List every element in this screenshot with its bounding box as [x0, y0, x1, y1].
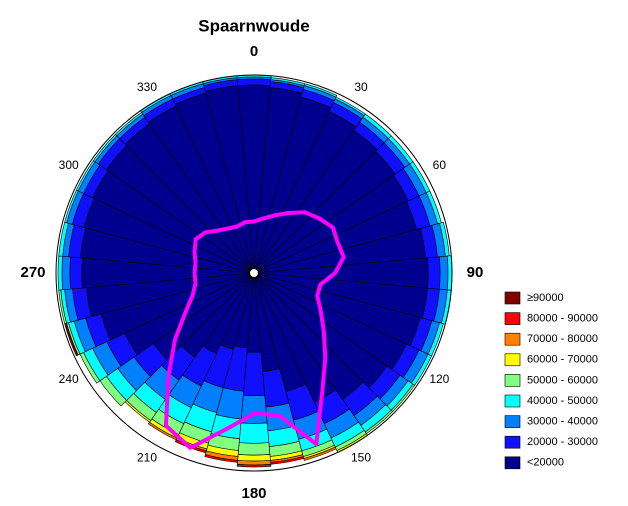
sector-segment: [69, 256, 83, 290]
legend-label: 60000 - 70000: [527, 354, 598, 366]
sector-segment: [303, 83, 338, 98]
angle-tick-label: 0: [250, 43, 258, 60]
legend-swatch: [504, 353, 521, 367]
angle-tick-label: 90: [467, 264, 484, 281]
legend-label: 40000 - 50000: [527, 395, 598, 407]
legend-label: 50000 - 60000: [527, 374, 598, 386]
angle-tick-label: 240: [59, 372, 79, 386]
sector-segment: [237, 442, 271, 456]
sector-segment: [236, 78, 272, 86]
angle-tick-label: 180: [241, 485, 266, 502]
sector-segment: [147, 421, 178, 441]
legend-label: ≥90000: [527, 292, 564, 304]
chart-title: Spaarnwoude: [198, 16, 309, 35]
sector-segment: [427, 256, 441, 290]
angle-tick-label: 120: [429, 372, 449, 386]
legend-swatch: [504, 415, 521, 428]
legend-swatch: [504, 312, 521, 325]
legend-swatch: [504, 332, 521, 346]
center-dot: [248, 267, 260, 279]
angle-tick-label: 300: [59, 158, 79, 172]
legend-swatch: [504, 456, 521, 470]
outer-circle: [55, 74, 453, 472]
legend-label: 20000 - 30000: [527, 436, 598, 448]
angle-tick-label: 270: [20, 264, 45, 281]
legend-label: <20000: [527, 457, 564, 469]
contour-line: [163, 210, 346, 450]
angle-tick-label: 30: [354, 80, 368, 94]
legend-label: 80000 - 90000: [527, 313, 598, 325]
angle-tick-label: 60: [433, 158, 447, 172]
legend-swatch: [504, 374, 521, 387]
legend-label: 30000 - 40000: [527, 416, 598, 428]
legend-label: 70000 - 80000: [527, 333, 598, 345]
sector-segment: [303, 446, 337, 461]
sector-segment: [237, 454, 271, 462]
sector-segment: [236, 460, 272, 466]
angle-tick-label: 330: [137, 80, 157, 94]
sector-segment: [57, 255, 63, 291]
sector-segment: [236, 464, 272, 468]
sector-segment: [238, 422, 270, 444]
legend-swatch: [504, 394, 521, 408]
legend-swatch: [504, 291, 521, 305]
sector-segment: [61, 255, 71, 291]
legend-swatch: [504, 435, 521, 449]
sector-segment: [439, 255, 449, 291]
angle-tick-label: 150: [351, 451, 371, 465]
angle-tick-label: 210: [137, 451, 157, 465]
sector-segment: [204, 454, 238, 463]
